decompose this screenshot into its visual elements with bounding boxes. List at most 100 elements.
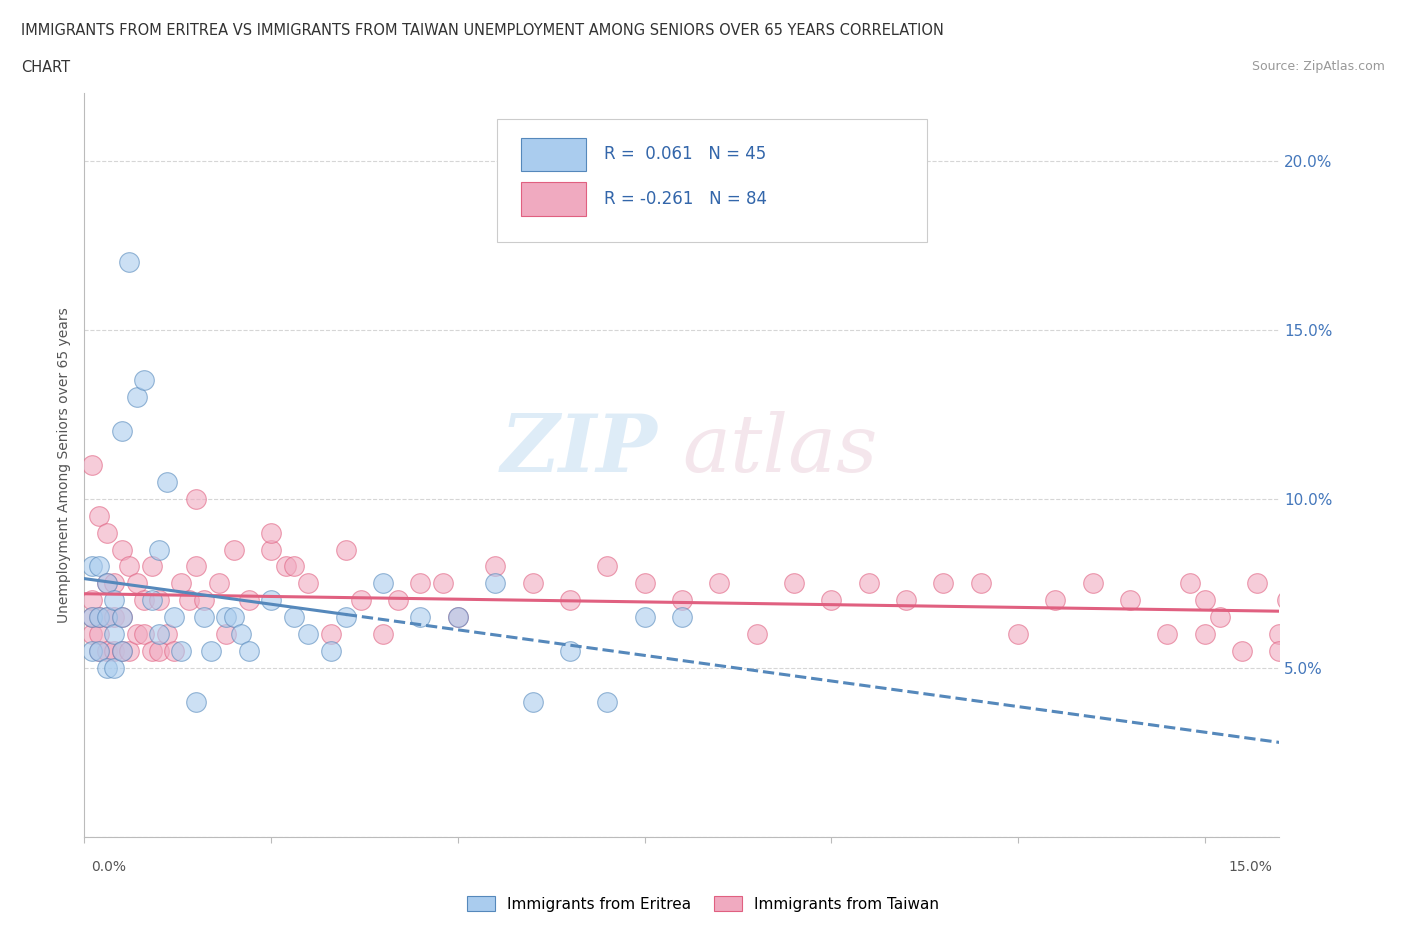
Point xyxy=(596,695,619,710)
Point xyxy=(111,424,134,439)
Point xyxy=(155,627,177,642)
FancyBboxPatch shape xyxy=(520,138,586,171)
Point xyxy=(96,610,118,625)
Point xyxy=(89,627,111,642)
Point xyxy=(409,610,432,625)
Point xyxy=(783,576,806,591)
Point xyxy=(1156,627,1178,642)
Point xyxy=(118,255,141,270)
Point xyxy=(111,610,134,625)
FancyBboxPatch shape xyxy=(496,119,927,242)
Point xyxy=(89,644,111,658)
Point xyxy=(633,610,655,625)
Point xyxy=(522,576,544,591)
Point xyxy=(103,610,125,625)
Point xyxy=(141,592,163,607)
Point xyxy=(155,474,177,489)
Y-axis label: Unemployment Among Seniors over 65 years: Unemployment Among Seniors over 65 years xyxy=(58,307,72,623)
Point xyxy=(170,576,193,591)
Point xyxy=(1208,610,1232,625)
Point xyxy=(274,559,297,574)
Point xyxy=(222,542,245,557)
Text: IMMIGRANTS FROM ERITREA VS IMMIGRANTS FROM TAIWAN UNEMPLOYMENT AMONG SENIORS OVE: IMMIGRANTS FROM ERITREA VS IMMIGRANTS FR… xyxy=(21,23,943,38)
Point xyxy=(1246,576,1268,591)
Point xyxy=(80,610,103,625)
Point xyxy=(1284,644,1306,658)
Point xyxy=(111,644,134,658)
Point xyxy=(283,559,305,574)
Point xyxy=(215,610,238,625)
Point xyxy=(96,576,118,591)
Point xyxy=(1275,592,1298,607)
Point xyxy=(319,644,342,658)
Point xyxy=(371,576,394,591)
Point xyxy=(148,627,170,642)
Point xyxy=(260,525,283,540)
Point xyxy=(1081,576,1104,591)
Point xyxy=(80,644,103,658)
Point xyxy=(148,592,170,607)
Point xyxy=(132,627,156,642)
Point xyxy=(432,576,454,591)
Point xyxy=(447,610,470,625)
Point xyxy=(1045,592,1067,607)
Text: Source: ZipAtlas.com: Source: ZipAtlas.com xyxy=(1251,60,1385,73)
Point xyxy=(633,576,655,591)
Point xyxy=(80,559,103,574)
Point xyxy=(1178,576,1201,591)
Point xyxy=(319,627,342,642)
Point xyxy=(89,610,111,625)
Legend: Immigrants from Eritrea, Immigrants from Taiwan: Immigrants from Eritrea, Immigrants from… xyxy=(461,889,945,918)
Point xyxy=(1194,627,1216,642)
Point xyxy=(297,627,319,642)
Point xyxy=(371,627,394,642)
Point xyxy=(335,610,357,625)
Point xyxy=(335,542,357,557)
Point xyxy=(1306,592,1329,607)
Point xyxy=(186,491,208,506)
Point xyxy=(177,592,200,607)
Point xyxy=(132,592,156,607)
Point xyxy=(858,576,880,591)
Point xyxy=(80,592,103,607)
Point xyxy=(111,610,134,625)
Point xyxy=(96,525,118,540)
Point xyxy=(89,509,111,524)
Point xyxy=(350,592,373,607)
Point xyxy=(447,610,470,625)
Point xyxy=(1298,644,1320,658)
Point xyxy=(96,610,118,625)
FancyBboxPatch shape xyxy=(520,182,586,216)
Point xyxy=(163,610,186,625)
Point xyxy=(170,644,193,658)
Point xyxy=(186,695,208,710)
Point xyxy=(215,627,238,642)
Point xyxy=(297,576,319,591)
Point xyxy=(596,559,619,574)
Text: ZIP: ZIP xyxy=(501,411,658,489)
Point xyxy=(222,610,245,625)
Point xyxy=(387,592,409,607)
Text: atlas: atlas xyxy=(682,411,877,489)
Point xyxy=(709,576,731,591)
Point xyxy=(1119,592,1142,607)
Point xyxy=(80,610,103,625)
Point xyxy=(103,660,125,675)
Point xyxy=(80,627,103,642)
Point xyxy=(820,592,842,607)
Text: 0.0%: 0.0% xyxy=(91,860,127,874)
Point xyxy=(283,610,305,625)
Point xyxy=(260,542,283,557)
Point xyxy=(193,592,215,607)
Point xyxy=(118,559,141,574)
Point xyxy=(103,644,125,658)
Point xyxy=(163,644,186,658)
Text: CHART: CHART xyxy=(21,60,70,75)
Text: 15.0%: 15.0% xyxy=(1229,860,1272,874)
Point xyxy=(1268,644,1291,658)
Point xyxy=(671,592,693,607)
Point xyxy=(1194,592,1216,607)
Point xyxy=(96,644,118,658)
Point xyxy=(484,559,506,574)
Point xyxy=(200,644,222,658)
